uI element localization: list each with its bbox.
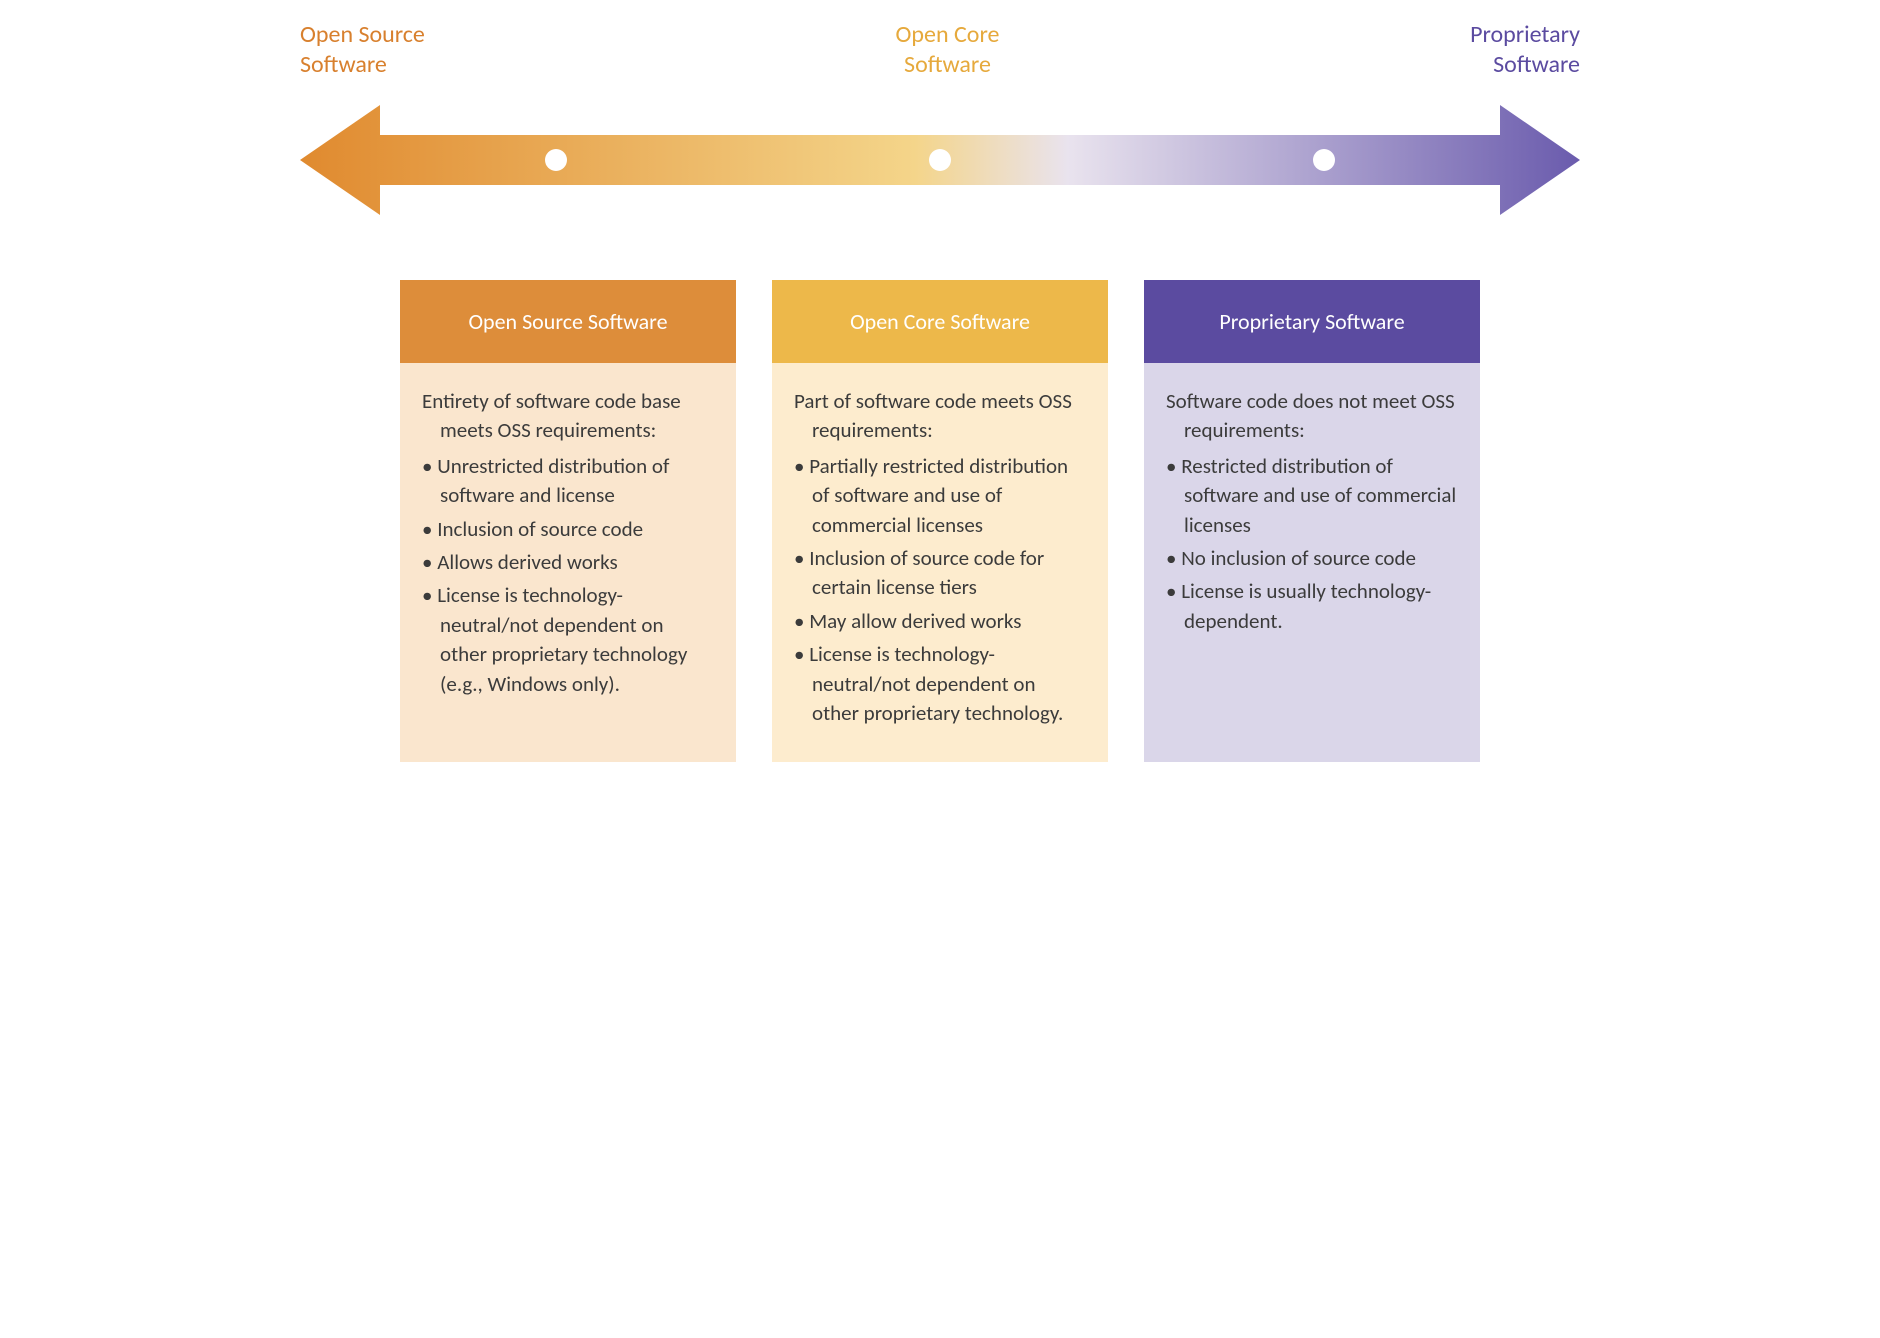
bullet-item: Partially restricted distribution of sof… <box>794 452 1086 540</box>
bullet-item: Restricted distribution of software and … <box>1166 452 1458 540</box>
bullet-item: Inclusion of source code <box>422 515 714 544</box>
cards-row: Open Source Software Entirety of softwar… <box>300 280 1580 762</box>
card-opencore-bullets: Partially restricted distribution of sof… <box>794 452 1086 729</box>
card-oss: Open Source Software Entirety of softwar… <box>400 280 736 762</box>
spectrum-dot-3 <box>1313 149 1335 171</box>
card-oss-header: Open Source Software <box>400 280 736 363</box>
spectrum-top-labels: Open Source Software Open Core Software … <box>300 20 1580 80</box>
card-opencore-body: Part of software code meets OSS requirem… <box>772 363 1108 762</box>
card-proprietary-intro: Software code does not meet OSS requirem… <box>1166 387 1458 446</box>
card-proprietary-bullets: Restricted distribution of software and … <box>1166 452 1458 636</box>
card-oss-body: Entirety of software code base meets OSS… <box>400 363 736 762</box>
bullet-item: Allows derived works <box>422 548 714 577</box>
card-opencore-intro: Part of software code meets OSS requirem… <box>794 387 1086 446</box>
spectrum-dot-1 <box>545 149 567 171</box>
bullet-item: License is technology-neutral/not depend… <box>422 581 714 699</box>
card-proprietary-header: Proprietary Software <box>1144 280 1480 363</box>
top-label-opencore: Open Core Software <box>896 20 1000 80</box>
bullet-item: No inclusion of source code <box>1166 544 1458 573</box>
spectrum-dot-2 <box>929 149 951 171</box>
bullet-item: Inclusion of source code for certain lic… <box>794 544 1086 603</box>
bullet-item: License is technology-neutral/not depend… <box>794 640 1086 728</box>
bullet-item: Unrestricted distribution of software an… <box>422 452 714 511</box>
top-label-oss: Open Source Software <box>300 20 425 80</box>
bullet-item: License is usually technology-dependent. <box>1166 577 1458 636</box>
card-oss-bullets: Unrestricted distribution of software an… <box>422 452 714 699</box>
top-label-proprietary: Proprietary Software <box>1470 20 1580 80</box>
card-oss-intro: Entirety of software code base meets OSS… <box>422 387 714 446</box>
card-opencore: Open Core Software Part of software code… <box>772 280 1108 762</box>
spectrum-arrow <box>300 100 1580 220</box>
card-proprietary: Proprietary Software Software code does … <box>1144 280 1480 762</box>
card-proprietary-body: Software code does not meet OSS requirem… <box>1144 363 1480 762</box>
card-opencore-header: Open Core Software <box>772 280 1108 363</box>
bullet-item: May allow derived works <box>794 607 1086 636</box>
